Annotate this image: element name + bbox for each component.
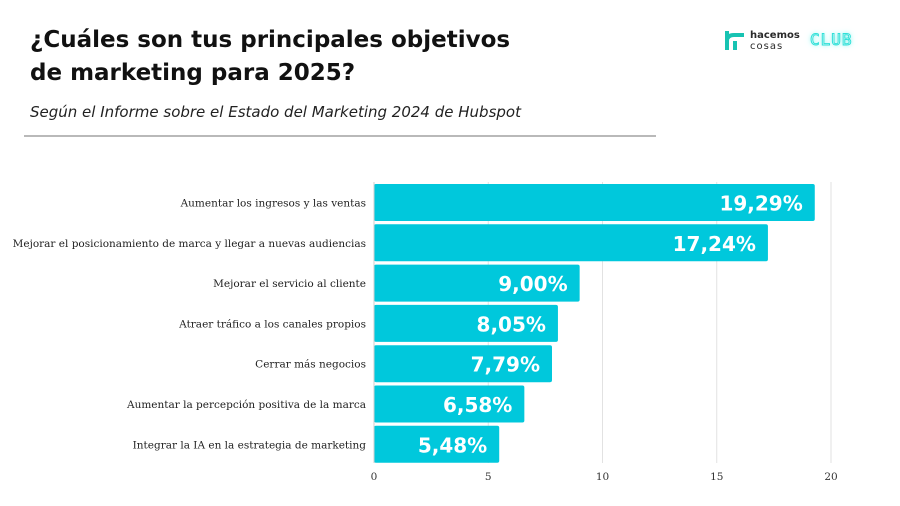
bar	[374, 224, 768, 262]
category-label: Aumentar los ingresos y las ventas	[180, 198, 366, 210]
category-label: Atraer tráfico a los canales propios	[178, 318, 366, 330]
logo-club: CLUB	[810, 30, 853, 50]
category-label: Integrar la IA en la estrategia de marke…	[133, 439, 367, 451]
chart-title-line-1: ¿Cuáles son tus principales objetivos	[30, 27, 511, 53]
x-tick-label: 10	[596, 471, 609, 483]
bar	[374, 264, 580, 302]
logo-line-1: hacemos	[750, 30, 800, 41]
value-label: 9,00%	[498, 272, 567, 296]
logo-line-2: cosas	[750, 41, 784, 52]
value-label: 5,48%	[418, 433, 487, 457]
bar	[374, 304, 558, 342]
bar	[374, 425, 500, 463]
value-label: 19,29%	[719, 192, 802, 216]
logo-mark-icon	[725, 31, 744, 50]
value-label: 8,05%	[477, 312, 546, 336]
category-label: Aumentar la percepción positiva de la ma…	[126, 399, 366, 411]
bar	[374, 184, 815, 221]
category-label: Mejorar el servicio al cliente	[213, 278, 366, 290]
chart-subtitle: Según el Informe sobre el Estado del Mar…	[30, 103, 521, 121]
bar	[374, 385, 525, 423]
bar	[374, 345, 553, 383]
chart-title: ¿Cuáles son tus principales objetivos de…	[30, 24, 590, 90]
value-label: 7,79%	[471, 353, 540, 377]
chart-title-line-2: de marketing para 2025?	[30, 60, 356, 86]
x-tick-label: 15	[710, 471, 723, 483]
brand-logo: hacemos cosas CLUB	[724, 29, 874, 55]
x-tick-label: 0	[371, 471, 378, 483]
x-tick-label: 5	[485, 471, 492, 483]
value-label: 17,24%	[673, 232, 756, 256]
value-label: 6,58%	[443, 393, 512, 417]
category-label: Mejorar el posicionamiento de marca y ll…	[13, 238, 366, 250]
logo-wordmark: hacemos cosas	[750, 30, 800, 52]
category-label: Cerrar más negocios	[255, 359, 366, 371]
x-tick-label: 20	[824, 471, 837, 483]
header-divider	[24, 135, 656, 137]
